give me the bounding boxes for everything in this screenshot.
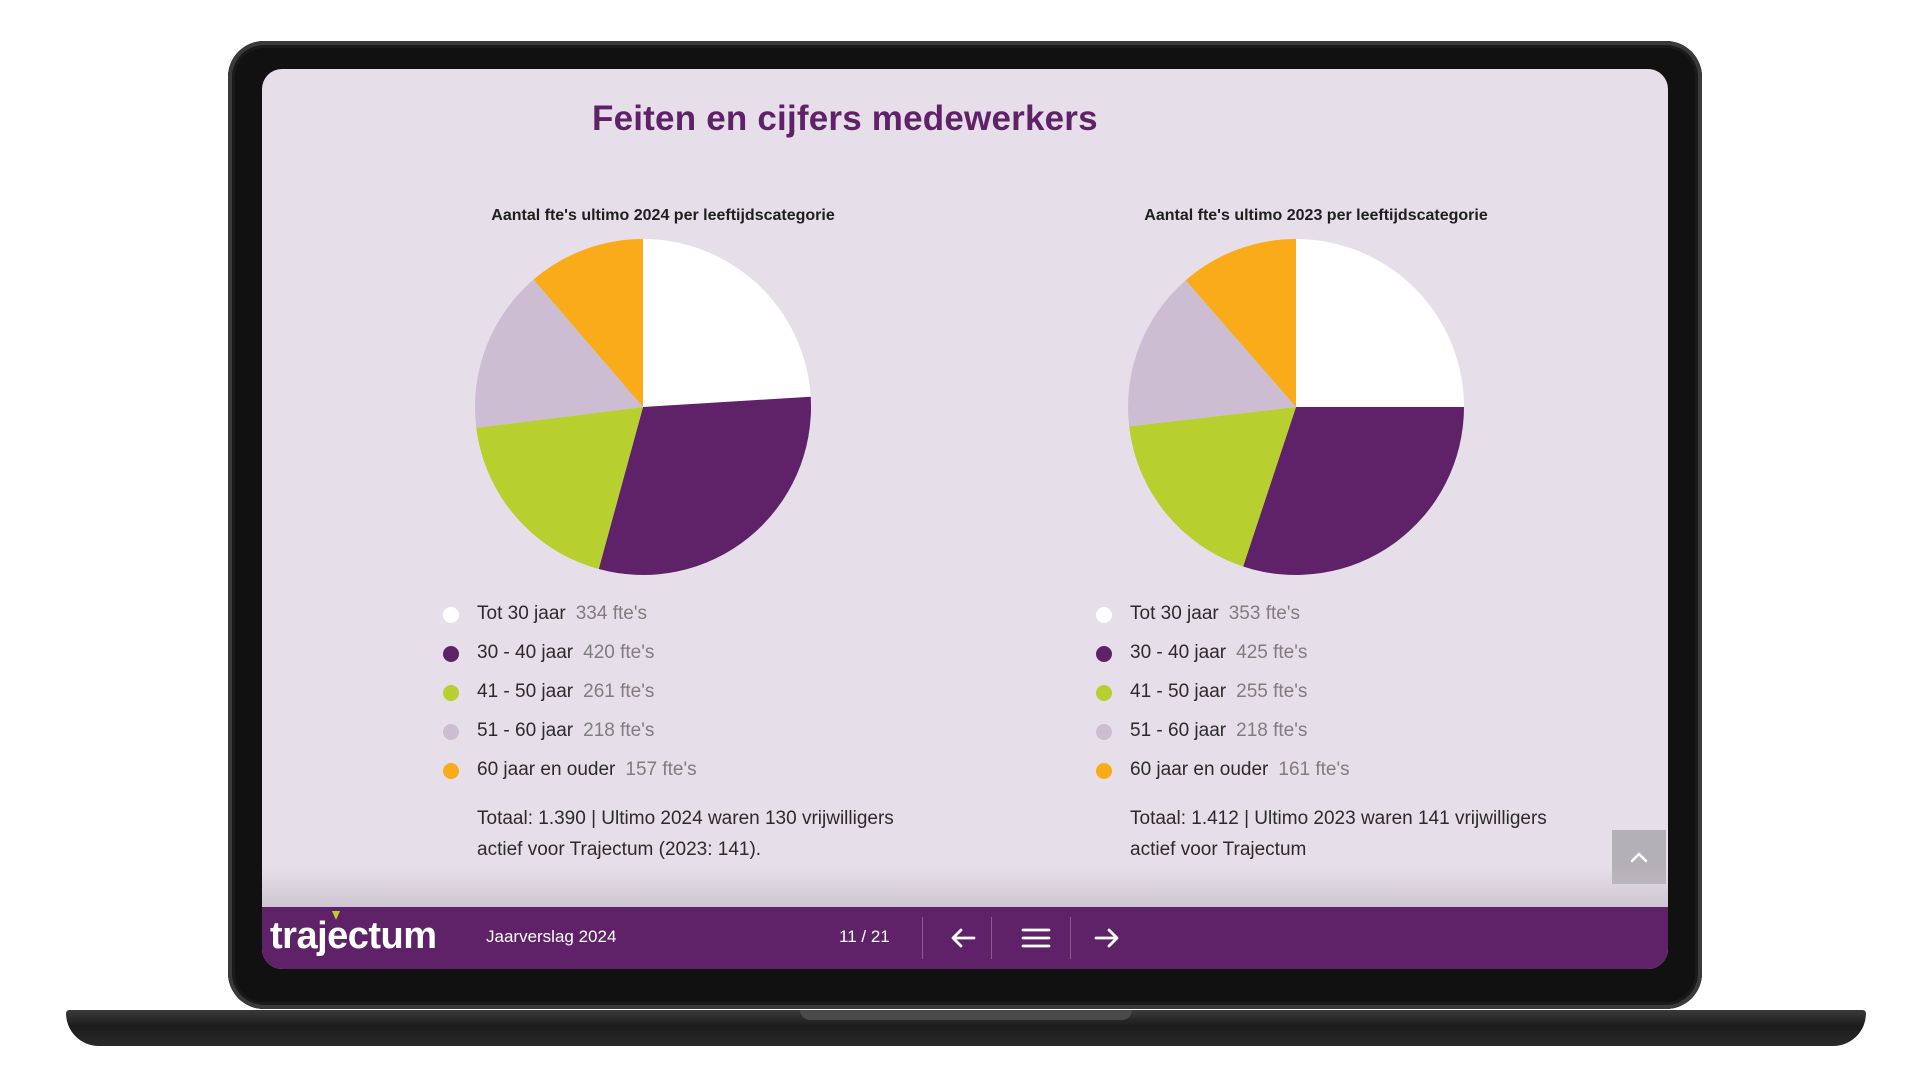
legend-dot <box>443 724 459 740</box>
logo-accent-icon <box>332 911 340 920</box>
pie-slice-tot-30-jaar <box>1296 239 1464 407</box>
legend-value: 353 fte's <box>1228 603 1300 624</box>
legend-item: 60 jaar en ouder 157 fte's <box>443 759 963 802</box>
legend-label: 51 - 60 jaar <box>477 720 574 741</box>
legend-label: Tot 30 jaar <box>477 603 566 624</box>
legend-value: 420 fte's <box>583 642 655 663</box>
pie-slice-41-50-jaar <box>476 407 643 570</box>
chart-title: Aantal fte's ultimo 2023 per leeftijdsca… <box>1144 207 1488 224</box>
legend-label: 30 - 40 jaar <box>1130 642 1227 663</box>
chart-title: Aantal fte's ultimo 2024 per leeftijdsca… <box>491 207 835 224</box>
legend-dot <box>1096 724 1112 740</box>
legend-dot <box>1096 646 1112 662</box>
menu-icon <box>1021 928 1051 948</box>
laptop-notch <box>800 1010 1132 1020</box>
legend-item: 60 jaar en ouder 161 fte's <box>1096 759 1616 802</box>
legend-value: 334 fte's <box>575 603 647 624</box>
chevron-up-icon <box>1630 852 1648 863</box>
pie-slice-30-40-jaar <box>598 396 811 575</box>
legend-item: 30 - 40 jaar 425 fte's <box>1096 642 1616 685</box>
total-note: Totaal: 1.390 | Ultimo 2024 waren 130 vr… <box>477 808 894 860</box>
screen: Feiten en cijfers medewerkers Aantal fte… <box>262 69 1668 969</box>
legend-item: 30 - 40 jaar 420 fte's <box>443 642 963 685</box>
footer-bar: trajectum Jaarverslag 2024 11 / 21 <box>262 907 1668 969</box>
legend-item: 41 - 50 jaar 255 fte's <box>1096 681 1616 724</box>
legend-label: 60 jaar en ouder <box>477 759 616 780</box>
pie-chart-2023 <box>1128 239 1464 575</box>
total-note: Totaal: 1.412 | Ultimo 2023 waren 141 vr… <box>1130 808 1547 860</box>
legend-dot <box>1096 685 1112 701</box>
legend-label: Tot 30 jaar <box>1130 603 1219 624</box>
page-indicator: 11 / 21 <box>839 927 890 946</box>
legend-item: 41 - 50 jaar 261 fte's <box>443 681 963 724</box>
trajectum-logo[interactable]: trajectum <box>270 911 437 958</box>
pie-slice-51-60-jaar <box>1128 280 1296 427</box>
next-page-button[interactable] <box>1077 907 1137 969</box>
page-title: Feiten en cijfers medewerkers <box>592 99 1098 138</box>
pie-slice-60-jaar-en-ouder <box>533 239 643 407</box>
content-fade <box>262 867 1668 907</box>
arrow-left-icon <box>951 928 976 948</box>
legend-item: Tot 30 jaar 353 fte's <box>1096 603 1616 646</box>
legend-value: 157 fte's <box>625 759 697 780</box>
pie-slice-tot-30-jaar <box>643 239 811 407</box>
menu-button[interactable] <box>1006 907 1066 969</box>
pie-slice-41-50-jaar <box>1129 407 1296 567</box>
legend-value: 261 fte's <box>583 681 655 702</box>
legend-dot <box>443 607 459 623</box>
divider <box>991 917 992 959</box>
legend-dot <box>1096 763 1112 779</box>
pie-slice-30-40-jaar <box>1243 407 1464 575</box>
legend-label: 41 - 50 jaar <box>1130 681 1227 702</box>
legend-dot <box>443 646 459 662</box>
divider <box>922 917 923 959</box>
chart-panel-2023: Aantal fte's ultimo 2023 per leeftijdsca… <box>1096 207 1616 860</box>
legend-item: 51 - 60 jaar 218 fte's <box>443 720 963 763</box>
chart-panel-2024: Aantal fte's ultimo 2024 per leeftijdsca… <box>443 207 963 860</box>
pie-chart-2024 <box>475 239 811 575</box>
divider <box>1070 917 1071 959</box>
pie-slice-60-jaar-en-ouder <box>1185 239 1296 407</box>
legend-item: Tot 30 jaar 334 fte's <box>443 603 963 646</box>
legend-value: 218 fte's <box>1236 720 1308 741</box>
report-name: Jaarverslag 2024 <box>486 927 617 946</box>
legend-value: 255 fte's <box>1236 681 1308 702</box>
legend-label: 41 - 50 jaar <box>477 681 574 702</box>
legend-dot <box>443 763 459 779</box>
legend-value: 218 fte's <box>583 720 655 741</box>
legend-item: 51 - 60 jaar 218 fte's <box>1096 720 1616 763</box>
legend-2024: Tot 30 jaar 334 fte's 30 - 40 jaar 420 fte… <box>443 603 963 802</box>
arrow-right-icon <box>1094 928 1119 948</box>
legend-value: 425 fte's <box>1236 642 1308 663</box>
legend-2023: Tot 30 jaar 353 fte's 30 - 40 jaar 425 fte… <box>1096 603 1616 802</box>
legend-dot <box>1096 607 1112 623</box>
legend-dot <box>443 685 459 701</box>
previous-page-button[interactable] <box>933 907 993 969</box>
pie-slice-51-60-jaar <box>475 279 643 428</box>
logo-text: trajectum <box>270 915 437 957</box>
legend-label: 30 - 40 jaar <box>477 642 574 663</box>
legend-label: 51 - 60 jaar <box>1130 720 1227 741</box>
legend-value: 161 fte's <box>1278 759 1350 780</box>
legend-label: 60 jaar en ouder <box>1130 759 1269 780</box>
